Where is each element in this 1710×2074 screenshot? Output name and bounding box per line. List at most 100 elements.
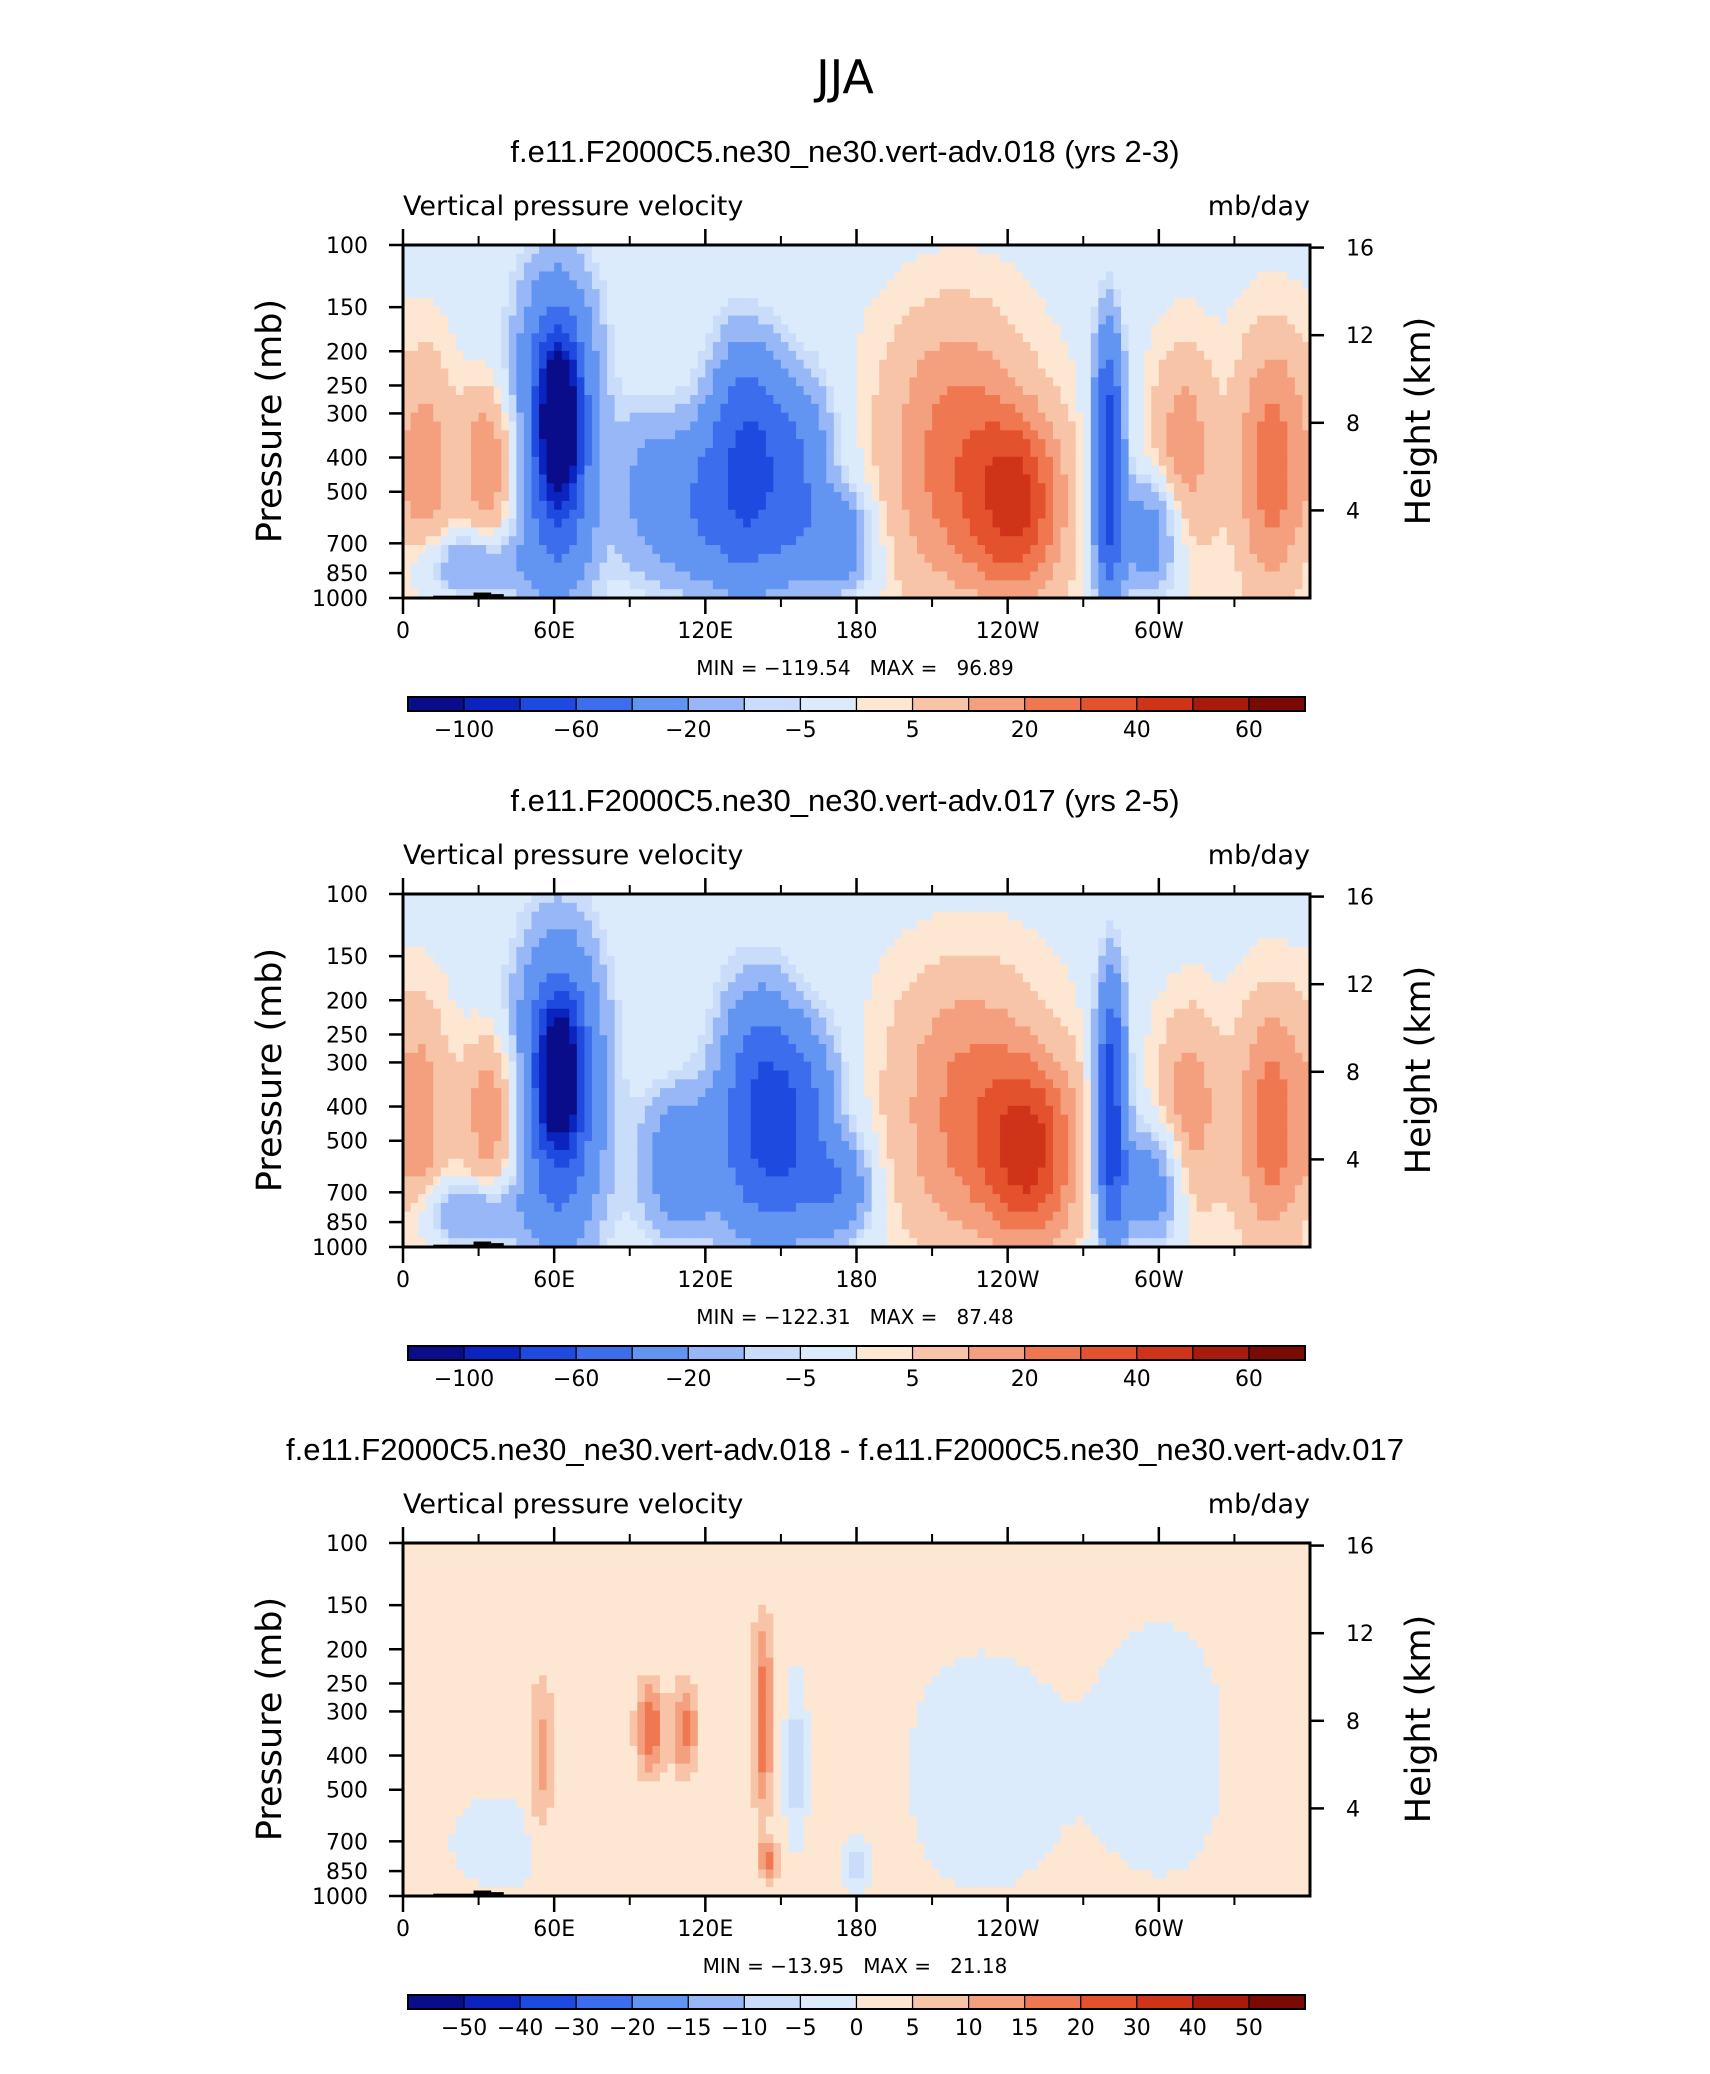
contour-cell bbox=[1204, 377, 1213, 387]
contour-cell bbox=[1257, 430, 1266, 440]
contour-cell bbox=[539, 306, 548, 317]
contour-cell bbox=[622, 403, 631, 414]
contour-cell bbox=[486, 253, 495, 264]
contour-cell bbox=[1249, 536, 1258, 546]
contour-cell bbox=[871, 430, 880, 440]
contour-cell bbox=[523, 253, 533, 264]
contour-cell bbox=[750, 262, 759, 273]
contour-cell bbox=[493, 553, 502, 564]
contour-cell bbox=[599, 589, 608, 599]
contour-cell bbox=[531, 465, 540, 476]
contour-cell bbox=[1068, 359, 1077, 370]
contour-cell bbox=[576, 456, 585, 467]
contour-cell bbox=[1007, 456, 1016, 467]
contour-cell bbox=[773, 280, 782, 290]
contour-cell bbox=[1000, 403, 1009, 414]
contour-cell bbox=[984, 580, 994, 590]
contour-cell bbox=[1158, 456, 1167, 467]
contour-cell bbox=[1211, 474, 1220, 484]
contour-cell bbox=[1211, 580, 1220, 590]
contour-cell bbox=[848, 571, 858, 581]
contour-cell bbox=[607, 545, 616, 555]
contour-cell bbox=[901, 580, 911, 590]
contour-cell bbox=[554, 368, 563, 378]
contour-cell bbox=[803, 315, 812, 326]
contour-cell bbox=[1060, 342, 1069, 352]
contour-cell bbox=[1302, 483, 1311, 493]
contour-cell bbox=[1143, 315, 1152, 326]
contour-cell bbox=[894, 474, 903, 484]
contour-cell bbox=[425, 271, 434, 281]
contour-cell bbox=[576, 271, 585, 281]
contour-cell bbox=[916, 483, 926, 493]
contour-cell bbox=[599, 483, 608, 493]
contour-cell bbox=[1241, 474, 1251, 484]
contour-cell bbox=[894, 580, 903, 590]
contour-cell bbox=[607, 386, 616, 396]
contour-cell bbox=[418, 456, 427, 467]
contour-cell bbox=[1302, 245, 1311, 255]
contour-cell bbox=[659, 589, 669, 599]
contour-cell bbox=[728, 297, 737, 308]
contour-cell bbox=[1287, 430, 1296, 440]
contour-cell bbox=[1181, 271, 1190, 281]
contour-cell bbox=[1083, 465, 1092, 476]
contour-cell bbox=[1007, 509, 1016, 520]
contour-cell bbox=[1015, 465, 1024, 476]
contour-cell bbox=[463, 536, 472, 546]
contour-cell bbox=[463, 465, 472, 476]
contour-cell bbox=[1226, 580, 1236, 590]
contour-cell bbox=[728, 894, 737, 904]
contour-cell bbox=[969, 359, 979, 370]
contour-cell bbox=[554, 545, 563, 555]
contour-cell bbox=[455, 553, 465, 564]
contour-cell bbox=[1000, 430, 1009, 440]
contour-cell bbox=[856, 280, 865, 290]
contour-cell bbox=[1068, 271, 1077, 281]
contour-cell bbox=[1279, 280, 1288, 290]
contour-cell bbox=[1158, 253, 1167, 264]
contour-cell bbox=[939, 289, 948, 299]
contour-cell bbox=[826, 253, 835, 264]
contour-cell bbox=[455, 421, 465, 431]
contour-cell bbox=[644, 315, 654, 326]
contour-cell bbox=[811, 553, 820, 564]
contour-cell bbox=[1241, 280, 1251, 290]
contour-cell bbox=[1211, 562, 1220, 573]
contour-cell bbox=[1113, 297, 1122, 308]
contour-cell bbox=[546, 465, 555, 476]
contour-cell bbox=[554, 421, 563, 431]
contour-cell bbox=[1249, 562, 1258, 573]
contour-cell bbox=[1053, 518, 1062, 528]
contour-cell bbox=[1241, 262, 1251, 273]
contour-cell bbox=[690, 271, 699, 281]
contour-cell bbox=[463, 403, 472, 414]
contour-cell bbox=[750, 447, 759, 458]
contour-cell bbox=[1105, 386, 1115, 396]
contour-cell bbox=[1098, 342, 1107, 352]
contour-cell bbox=[1166, 545, 1175, 555]
contour-cell bbox=[403, 439, 412, 449]
contour-cell bbox=[682, 571, 691, 581]
contour-cell bbox=[712, 474, 722, 484]
contour-cell bbox=[1241, 359, 1251, 370]
contour-cell bbox=[1007, 386, 1016, 396]
contour-cell bbox=[418, 271, 427, 281]
contour-cell bbox=[637, 386, 646, 396]
contour-cell bbox=[833, 447, 842, 458]
contour-cell bbox=[1211, 430, 1220, 440]
contour-cell bbox=[803, 342, 812, 352]
contour-cell bbox=[765, 580, 774, 590]
contour-cell bbox=[1279, 545, 1288, 555]
contour-cell bbox=[811, 430, 820, 440]
contour-cell bbox=[803, 536, 812, 546]
contour-cell bbox=[410, 280, 419, 290]
contour-cell bbox=[531, 571, 540, 581]
contour-cell bbox=[954, 324, 963, 334]
contour-cell bbox=[1226, 509, 1236, 520]
contour-cell bbox=[493, 253, 502, 264]
contour-cell bbox=[954, 571, 963, 581]
contour-cell bbox=[448, 421, 457, 431]
contour-cell bbox=[1113, 465, 1122, 476]
y2-tick-label: 4 bbox=[1346, 499, 1360, 524]
